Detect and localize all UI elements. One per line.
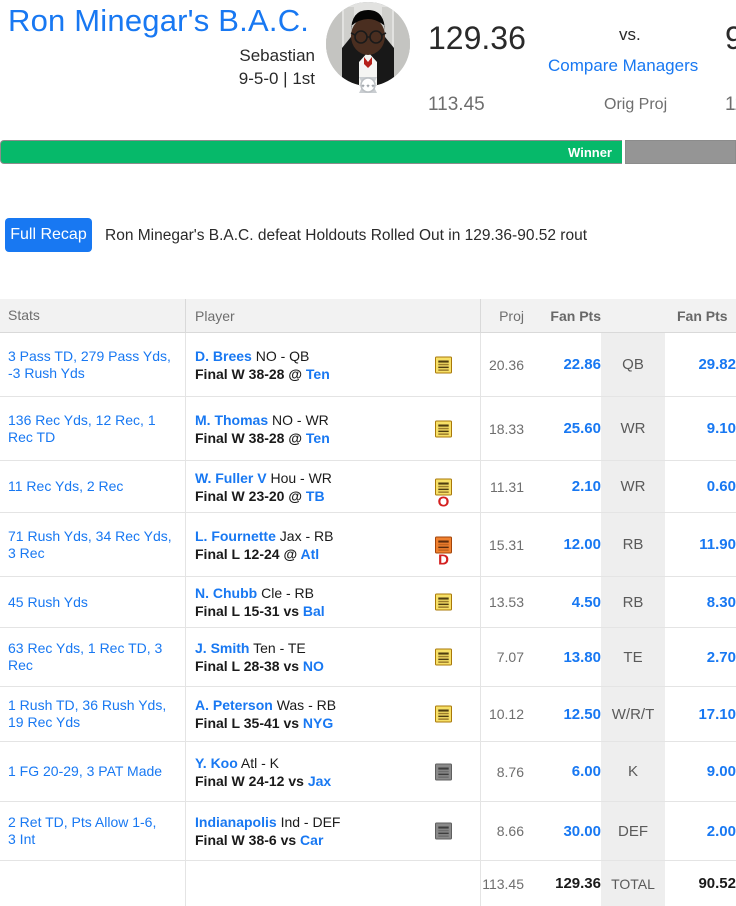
svg-text:✦✦✦: ✦✦✦ (360, 83, 375, 90)
